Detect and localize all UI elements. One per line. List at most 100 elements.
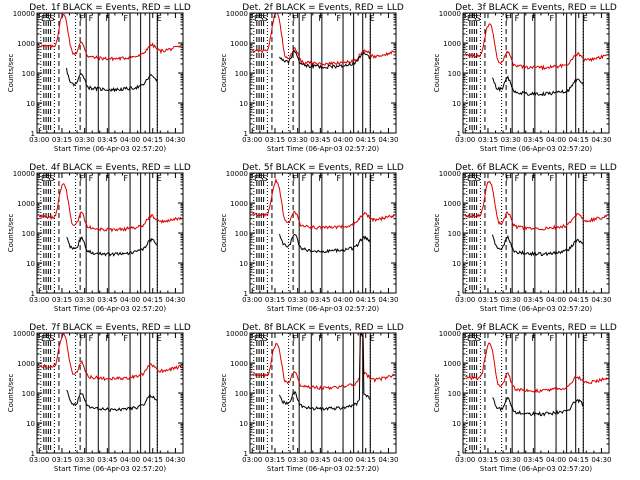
marker-letter: F bbox=[89, 334, 94, 343]
plot-area bbox=[252, 333, 395, 453]
y-axis-label: Counts/sec bbox=[7, 54, 15, 93]
x-tick-label: 04:00 bbox=[546, 296, 566, 304]
marker-letter: S bbox=[49, 334, 54, 343]
x-tick-label: 03:30 bbox=[75, 136, 95, 144]
y-tick-label: 10 bbox=[239, 260, 248, 268]
y-axis-label: Counts/sec bbox=[433, 374, 441, 413]
marker-letter: F bbox=[302, 174, 307, 183]
marker-letter: S bbox=[475, 334, 480, 343]
y-tick-label: 1 bbox=[31, 290, 35, 298]
y-tick-label: 10 bbox=[26, 100, 35, 108]
marker-letter: E bbox=[157, 334, 162, 343]
chart-title: Det. 9f BLACK = Events, RED = LLD bbox=[455, 323, 617, 333]
y-tick-label: 1 bbox=[457, 130, 461, 138]
marker-letter: F bbox=[293, 334, 298, 343]
y-tick-label: 100 bbox=[22, 230, 35, 238]
x-tick-label: 03:30 bbox=[501, 456, 521, 464]
chart-title: Det. 3f BLACK = Events, RED = LLD bbox=[455, 3, 617, 13]
marker-letter: F bbox=[302, 334, 307, 343]
y-tick-label: 10 bbox=[239, 420, 248, 428]
x-tick-label: 04:15 bbox=[569, 296, 589, 304]
marker-letter: F bbox=[506, 14, 511, 23]
x-axis-label: Start Time (06-Apr-03 02:57:20) bbox=[480, 305, 592, 313]
x-tick-label: 03:45 bbox=[310, 296, 330, 304]
marker-letter: E bbox=[467, 334, 472, 343]
chart-title: Det. 1f BLACK = Events, RED = LLD bbox=[29, 3, 191, 13]
y-tick-label: 1000 bbox=[443, 40, 461, 48]
x-tick-label: 03:00 bbox=[242, 296, 262, 304]
x-tick-label: 04:15 bbox=[143, 456, 163, 464]
x-tick-label: 03:15 bbox=[52, 456, 72, 464]
x-tick-label: 03:00 bbox=[455, 296, 475, 304]
marker-letter: E bbox=[41, 334, 46, 343]
marker-letter: F bbox=[123, 14, 128, 23]
marker-letter: F bbox=[105, 14, 110, 23]
marker-letter: S bbox=[472, 14, 477, 23]
y-tick-label: 1 bbox=[31, 450, 35, 458]
series-lld-line bbox=[465, 342, 608, 394]
marker-letter: S bbox=[475, 14, 480, 23]
marker-letter: S bbox=[46, 334, 51, 343]
marker-letter: F bbox=[89, 14, 94, 23]
x-tick-label: 04:30 bbox=[378, 456, 398, 464]
y-tick-label: 10000 bbox=[439, 170, 461, 178]
series-events-line bbox=[66, 235, 158, 257]
y-tick-label: 10000 bbox=[439, 10, 461, 18]
x-tick-label: 04:30 bbox=[165, 296, 185, 304]
x-axis-label: Start Time (06-Apr-03 02:57:20) bbox=[54, 465, 166, 473]
x-tick-label: 03:30 bbox=[288, 136, 308, 144]
series-events-line bbox=[492, 234, 584, 257]
y-tick-label: 1 bbox=[457, 290, 461, 298]
marker-letter: F bbox=[123, 334, 128, 343]
marker-letter: S bbox=[262, 174, 267, 183]
series-lld-line bbox=[38, 183, 182, 233]
y-tick-label: 1000 bbox=[230, 200, 248, 208]
marker-letter: F bbox=[302, 14, 307, 23]
x-tick-label: 03:30 bbox=[288, 296, 308, 304]
marker-letter: S bbox=[262, 14, 267, 23]
y-tick-label: 100 bbox=[22, 70, 35, 78]
x-tick-label: 04:30 bbox=[591, 136, 611, 144]
x-tick-label: 04:00 bbox=[546, 136, 566, 144]
marker-letter: F bbox=[515, 14, 520, 23]
y-tick-label: 100 bbox=[235, 390, 248, 398]
series-events-line bbox=[66, 389, 158, 412]
marker-letter: E bbox=[254, 334, 259, 343]
marker-letter: E bbox=[157, 14, 162, 23]
x-tick-label: 03:30 bbox=[288, 456, 308, 464]
marker-letter: E bbox=[254, 14, 259, 23]
y-tick-label: 10 bbox=[452, 420, 461, 428]
series-lld-line bbox=[39, 13, 182, 62]
y-tick-label: 10 bbox=[452, 260, 461, 268]
marker-letter: E bbox=[583, 174, 588, 183]
y-tick-label: 1 bbox=[244, 450, 248, 458]
marker-letter: E bbox=[41, 174, 46, 183]
x-tick-label: 04:15 bbox=[356, 136, 376, 144]
plot-area bbox=[38, 173, 182, 293]
marker-letter: F bbox=[336, 174, 341, 183]
x-tick-label: 04:00 bbox=[333, 456, 353, 464]
y-tick-label: 10000 bbox=[226, 10, 248, 18]
y-axis-label: Counts/sec bbox=[7, 374, 15, 413]
series-lld-line bbox=[251, 177, 395, 230]
x-tick-label: 03:00 bbox=[455, 136, 475, 144]
x-tick-label: 03:00 bbox=[29, 296, 49, 304]
y-tick-label: 1 bbox=[31, 130, 35, 138]
marker-letter: E bbox=[583, 14, 588, 23]
x-tick-label: 03:15 bbox=[52, 136, 72, 144]
y-tick-label: 100 bbox=[448, 70, 461, 78]
series-events-line bbox=[66, 67, 158, 93]
series-events-line bbox=[279, 333, 371, 412]
x-tick-label: 04:00 bbox=[333, 136, 353, 144]
series-events-line bbox=[279, 49, 371, 70]
marker-letter: F bbox=[80, 334, 85, 343]
y-tick-label: 1000 bbox=[443, 360, 461, 368]
marker-letter: E bbox=[370, 334, 375, 343]
x-tick-label: 03:00 bbox=[455, 456, 475, 464]
chart-title: Det. 4f BLACK = Events, RED = LLD bbox=[29, 163, 191, 173]
plot-area bbox=[39, 333, 182, 453]
